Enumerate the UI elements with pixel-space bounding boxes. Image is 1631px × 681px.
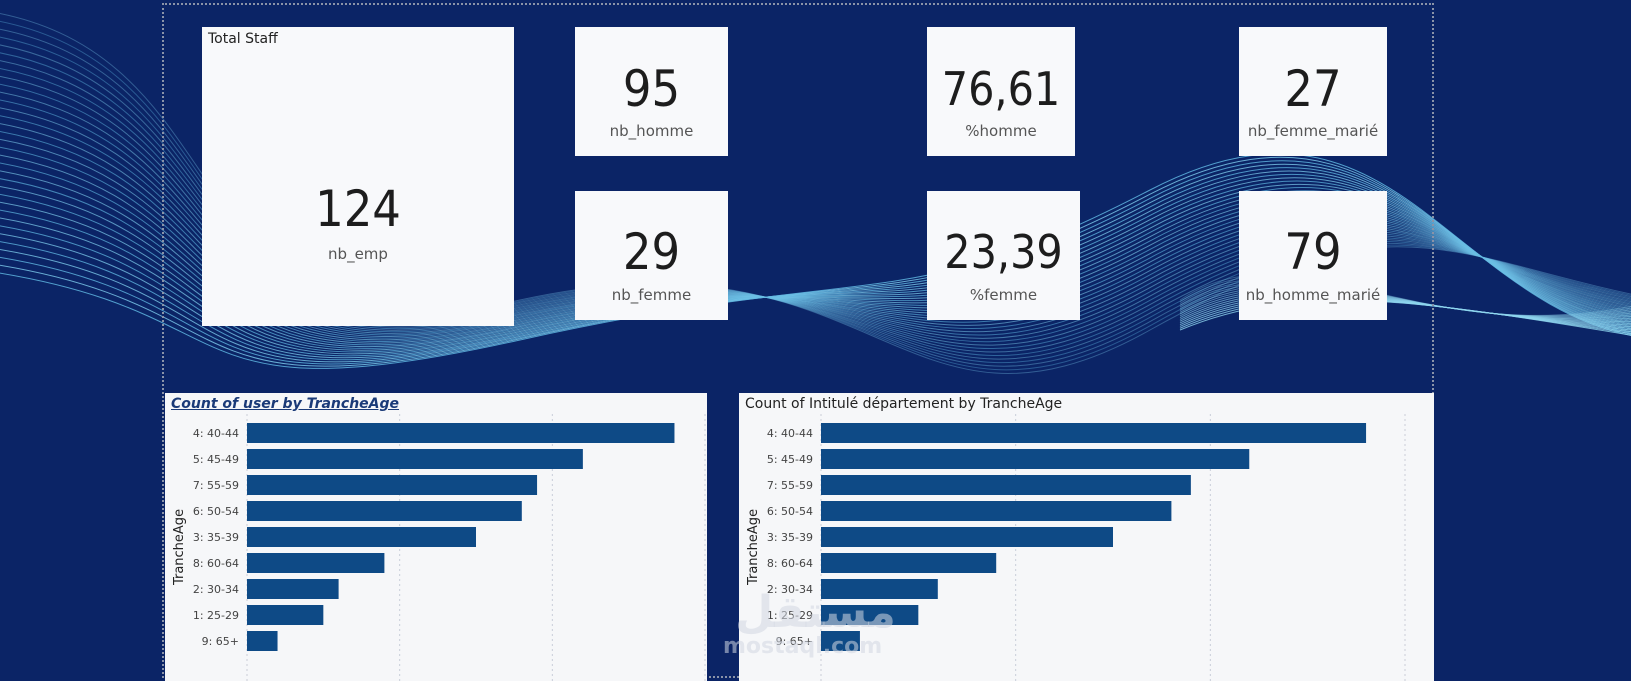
category-label: 1: 25-29: [767, 609, 813, 622]
bar[interactable]: [821, 579, 938, 599]
category-label: 3: 35-39: [193, 531, 239, 544]
category-label: 4: 40-44: [193, 427, 239, 440]
wave-line: [0, 167, 1631, 361]
wave-line: [0, 160, 1631, 365]
kpi-card-pct-homme[interactable]: 76,61 %homme: [927, 27, 1075, 156]
category-label: 2: 30-34: [193, 583, 239, 596]
kpi-value: 29: [622, 223, 681, 281]
kpi-title: Total Staff: [208, 31, 278, 47]
category-label: 7: 55-59: [193, 479, 239, 492]
category-label: 8: 60-64: [193, 557, 239, 570]
bar[interactable]: [821, 527, 1113, 547]
bar[interactable]: [247, 553, 385, 573]
category-label: 8: 60-64: [767, 557, 813, 570]
category-label: 9: 65+: [776, 635, 813, 648]
watermark-latin: mostaql.com: [723, 634, 883, 659]
bar[interactable]: [247, 605, 324, 625]
bar[interactable]: [821, 631, 860, 651]
kpi-value: 76,61: [941, 62, 1061, 116]
bar[interactable]: [247, 449, 583, 469]
kpi-value: 95: [622, 60, 681, 118]
kpi-value: 23,39: [944, 225, 1063, 279]
kpi-label: nb_femme_marié: [1247, 122, 1379, 140]
kpi-label: nb_femme: [611, 286, 692, 304]
category-label: 3: 35-39: [767, 531, 813, 544]
category-label: 4: 40-44: [767, 427, 813, 440]
kpi-label: nb_emp: [328, 245, 388, 263]
bar[interactable]: [821, 449, 1250, 469]
kpi-label: %homme: [965, 122, 1037, 140]
watermark-arabic: مستقل: [735, 587, 896, 638]
wave-line: [0, 153, 1631, 369]
chart-panel-user-by-trancheage[interactable]: Count of user by TrancheAge TrancheAge 4:…: [165, 393, 707, 681]
bar[interactable]: [821, 553, 997, 573]
category-label: 6: 50-54: [767, 505, 813, 518]
y-axis-label: TrancheAge: [746, 509, 761, 586]
kpi-value: 124: [315, 180, 401, 238]
kpi-card-nb-homme[interactable]: 95 nb_homme: [575, 27, 728, 156]
kpi-value: 79: [1284, 223, 1342, 281]
category-label: 5: 45-49: [767, 453, 813, 466]
category-label: 1: 25-29: [193, 609, 239, 622]
kpi-card-nb-homme-marie[interactable]: 79 nb_homme_marié: [1239, 191, 1387, 320]
bar[interactable]: [821, 605, 919, 625]
kpi-value: 27: [1284, 60, 1342, 118]
chart-panel-departement-by-trancheage[interactable]: Count of Intitulé département by Tranche…: [739, 393, 1434, 681]
chart-title[interactable]: Count of user by TrancheAge: [171, 396, 400, 412]
bar[interactable]: [247, 527, 476, 547]
chart-title: Count of Intitulé département by Tranche…: [745, 396, 1063, 412]
bar[interactable]: [821, 475, 1191, 495]
watermark: مستقل mostaql.com: [723, 587, 896, 658]
kpi-label: nb_homme: [609, 122, 694, 140]
bar[interactable]: [247, 579, 339, 599]
wave-line: [0, 163, 1631, 363]
kpi-card-nb-femme-marie[interactable]: 27 nb_femme_marié: [1239, 27, 1387, 156]
kpi-label: nb_homme_marié: [1245, 286, 1381, 304]
category-label: 7: 55-59: [767, 479, 813, 492]
bar[interactable]: [247, 631, 278, 651]
category-label: 2: 30-34: [767, 583, 813, 596]
bar[interactable]: [821, 423, 1367, 443]
bar[interactable]: [247, 501, 522, 521]
bar[interactable]: [247, 423, 675, 443]
y-axis-label: TrancheAge: [172, 509, 187, 586]
bar-chart-departement-by-trancheage: TrancheAge 4: 40-44 5: 45-49 7: 55-59 6: 50-…: [746, 414, 1406, 681]
category-label: 6: 50-54: [193, 505, 239, 518]
kpi-card-total-staff[interactable]: Total Staff 124 nb_emp: [202, 27, 514, 326]
kpi-label: %femme: [969, 286, 1038, 304]
bar-chart-user-by-trancheage: TrancheAge 4: 40-44 5: 45-49 7: 55-59 6: 50-…: [172, 414, 706, 681]
wave-line: [0, 156, 1631, 367]
category-label: 5: 45-49: [193, 453, 239, 466]
kpi-card-pct-femme[interactable]: 23,39 %femme: [927, 191, 1080, 320]
bar[interactable]: [247, 475, 538, 495]
category-label: 9: 65+: [202, 635, 239, 648]
bar[interactable]: [821, 501, 1172, 521]
kpi-card-nb-femme[interactable]: 29 nb_femme: [575, 191, 728, 320]
